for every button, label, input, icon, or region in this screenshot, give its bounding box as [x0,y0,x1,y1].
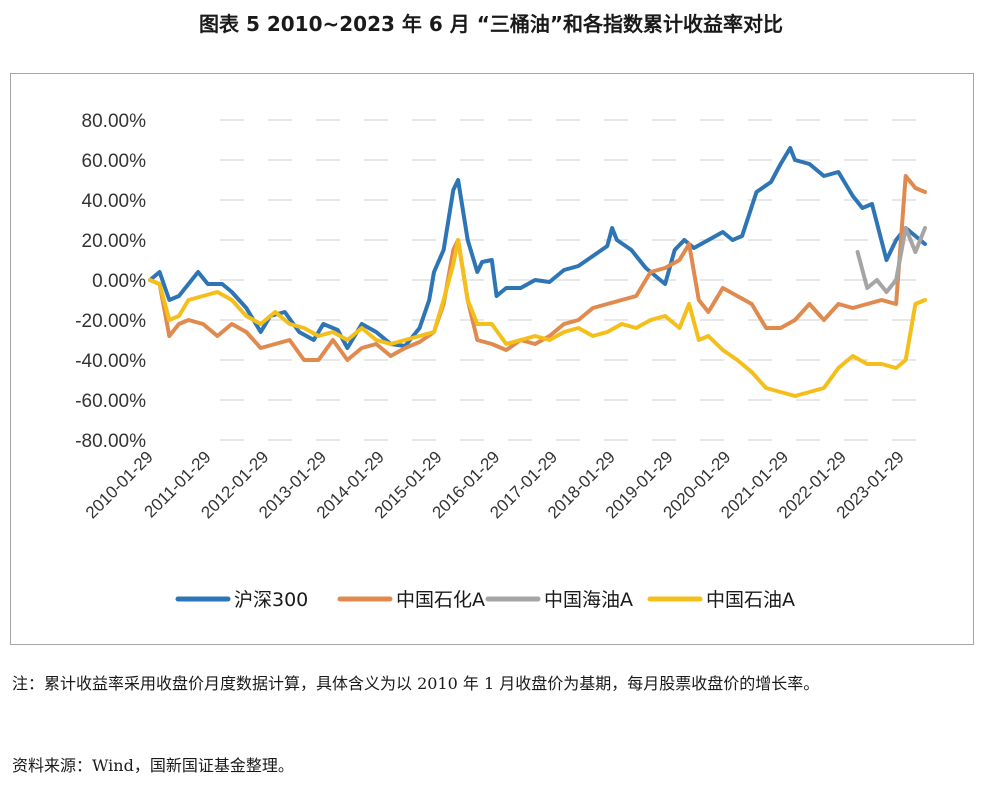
y-axis-tick-labels: 80.00% 60.00% 40.00% 20.00% 0.00% -20.00% -40.… [75,111,146,452]
chart-note: 注：累计收益率采用收盘价月度数据计算，具体含义为以 2010 年 1 月收盘价为… [12,674,820,693]
data-source: 资料来源：Wind，国新国证基金整理。 [12,756,294,775]
y-tick-label: 0.00% [92,271,146,292]
y-tick-label: -40.00% [75,351,146,372]
chart-frame [10,73,974,645]
series-lines [148,146,927,398]
legend: 沪深300 中国石化A 中国海油A 中国石油A [175,589,795,611]
chart-title: 图表 5 2010~2023 年 6 月 “三桶油”和各指数累计收益率对比 [199,12,783,36]
y-tick-label: -80.00% [75,431,146,452]
legend-label: 中国石化A [396,589,485,611]
series-line [148,174,927,362]
y-tick-label: -60.00% [75,391,146,412]
gridlines [220,119,925,441]
y-tick-label: 60.00% [82,151,147,172]
line-chart: 80.00% 60.00% 40.00% 20.00% 0.00% -20.00% -40.… [75,111,927,611]
y-tick-label: 40.00% [82,191,147,212]
x-axis-tick-labels: 2010-01-292011-01-292012-01-292013-01-29… [82,447,908,522]
series-line [148,146,927,350]
y-tick-label: 80.00% [82,111,147,132]
legend-label: 中国海油A [544,589,633,611]
series-line [148,238,927,398]
legend-label: 中国石油A [706,589,795,611]
legend-label: 沪深300 [234,589,308,611]
y-tick-label: 20.00% [82,231,147,252]
series-line [855,226,927,294]
y-tick-label: -20.00% [75,311,146,332]
